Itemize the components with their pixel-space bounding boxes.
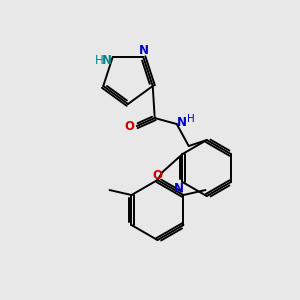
Text: H: H (95, 55, 104, 68)
Text: O: O (152, 169, 163, 182)
Text: H: H (187, 114, 195, 124)
Text: N: N (139, 44, 149, 58)
Text: N: N (177, 116, 187, 128)
Text: O: O (125, 119, 135, 133)
Text: N: N (173, 182, 184, 194)
Text: N: N (102, 55, 112, 68)
